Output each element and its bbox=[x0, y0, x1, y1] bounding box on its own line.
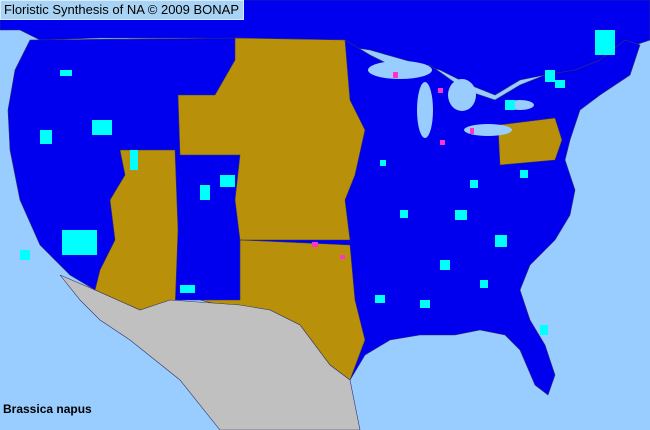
county-present-markers bbox=[20, 30, 615, 335]
mexico-region bbox=[59, 274, 361, 430]
map-title: Floristic Synthesis of NA © 2009 BONAP bbox=[0, 0, 245, 20]
county-rare-markers bbox=[312, 72, 474, 259]
state-present-pennsylvania bbox=[497, 117, 563, 166]
species-label: Brassica napus bbox=[3, 402, 92, 416]
great-lakes bbox=[368, 61, 534, 138]
